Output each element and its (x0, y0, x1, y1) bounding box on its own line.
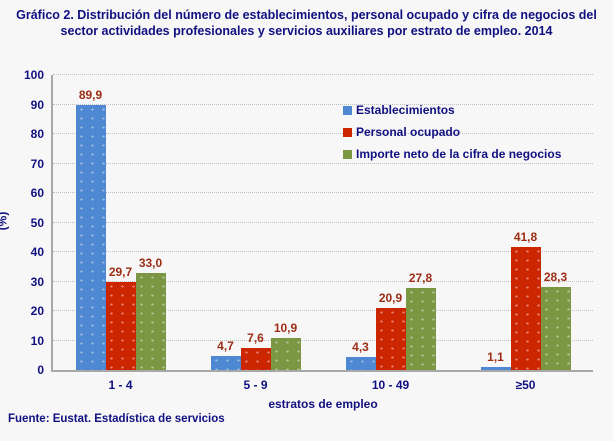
bar-value-label: 4,7 (217, 339, 234, 354)
gridline (53, 103, 593, 105)
y-tick-label: 60 (30, 186, 44, 200)
legend-swatch (343, 105, 352, 115)
x-tick-label: 5 - 9 (243, 378, 268, 392)
bar-value-label: 7,6 (247, 330, 264, 345)
bar-value-label: 33,0 (138, 255, 163, 270)
bar-value-label: 27,8 (408, 271, 433, 285)
y-tick-label: 40 (30, 245, 44, 259)
gridline (53, 133, 593, 134)
gridline (53, 339, 593, 341)
source-note: Fuente: Eustat. Estadística de servicios (8, 413, 225, 425)
bar-value-label: 1,1 (487, 349, 504, 364)
bar (240, 347, 271, 370)
x-tick-label: ≥50 (515, 378, 536, 392)
x-tick-label: 1 - 4 (108, 378, 133, 392)
bar (75, 104, 106, 370)
y-tick-label: 90 (30, 97, 44, 112)
plot-area: 89,9 29,7 33,0 4,7 7,6 10,9 4,3 20,9 27,8 1,1 41,8… (51, 74, 593, 372)
legend-item: Personal ocupado (343, 125, 561, 139)
gridline (53, 192, 593, 193)
bar-value-label: 41,8 (513, 229, 538, 244)
gridline (53, 251, 593, 252)
y-tick-label: 0 (37, 363, 44, 377)
bar (135, 272, 166, 370)
legend-swatch (343, 149, 352, 159)
bar-value-label: 89,9 (78, 87, 103, 102)
y-tick-label: 10 (30, 333, 44, 348)
legend-swatch (343, 127, 352, 137)
legend-item: Importe neto de la cifra de negocios (343, 147, 561, 161)
bar (405, 288, 436, 370)
chart-title: Gráfico 2. Distribución del número de es… (16, 8, 597, 38)
bar-value-label: 10,9 (273, 320, 298, 335)
y-tick-label: 80 (30, 127, 44, 141)
bar-value-label: 28,3 (543, 269, 568, 284)
legend: Establecimientos Personal ocupado Importe … (343, 103, 561, 169)
bar-value-label: 29,7 (108, 265, 133, 280)
legend-label: Establecimientos (356, 103, 455, 117)
gridline (53, 221, 593, 223)
gridline (53, 310, 593, 311)
bar-value-label: 4,3 (352, 340, 369, 355)
bar (105, 282, 136, 370)
bar (540, 286, 571, 370)
y-tick-label: 100 (23, 68, 44, 82)
legend-label: Personal ocupado (356, 125, 461, 139)
bar (480, 366, 511, 370)
bar (210, 356, 241, 370)
y-tick-label: 50 (30, 215, 44, 230)
y-tick-label: 20 (30, 304, 44, 318)
x-axis-title: estratos de empleo (268, 397, 378, 411)
legend-item: Establecimientos (343, 103, 561, 117)
y-tick-label: 70 (30, 156, 44, 171)
gridline (53, 162, 593, 164)
x-axis-ticks: 1 - 4 5 - 9 10 - 49 ≥50 (53, 378, 593, 394)
gridline (53, 280, 593, 282)
bar (510, 246, 541, 370)
bar (345, 357, 376, 370)
gridline (53, 74, 593, 75)
bar (270, 337, 301, 370)
bar (375, 308, 406, 370)
bar-value-label: 20,9 (378, 291, 403, 306)
legend-label: Importe neto de la cifra de negocios (356, 147, 562, 161)
y-tick-label: 30 (30, 274, 44, 289)
x-tick-label: 10 - 49 (371, 378, 410, 392)
y-axis-ticks: 0 10 20 30 40 50 60 70 80 90 100 (0, 68, 44, 377)
